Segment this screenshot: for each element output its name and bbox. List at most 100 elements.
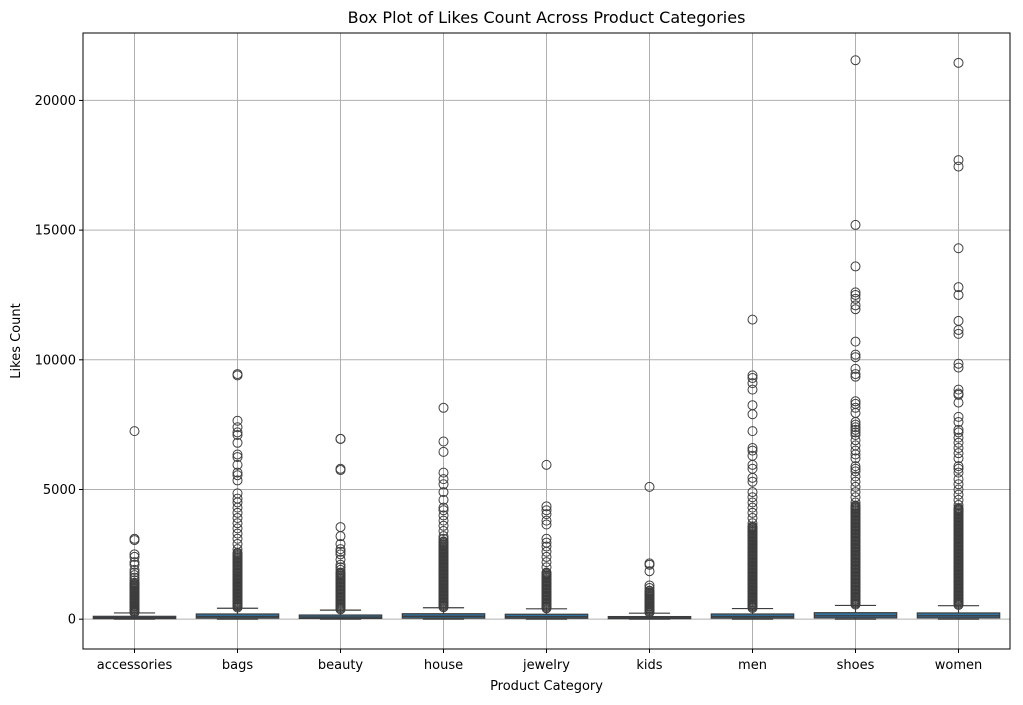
outlier-point [129,575,140,586]
outlier-point [747,442,758,453]
outlier-point [438,505,449,516]
outlier-point [129,598,140,609]
outlier-point [232,427,243,438]
outlier-point [850,449,861,460]
outlier-point [953,489,964,500]
box-house [401,402,486,620]
outlier-point [232,528,243,539]
outlier-point [953,474,964,485]
outlier-point [953,432,964,443]
outlier-point [438,467,449,478]
outlier-point [232,497,243,508]
outlier-point [850,304,861,315]
outlier-point [129,567,140,578]
outlier-point [747,523,758,534]
outlier-point [335,538,346,549]
outlier-point [438,536,449,547]
outlier-point [850,422,861,433]
outlier-point [644,590,655,601]
box-bags [195,369,280,620]
outlier-point [850,492,861,503]
outlier-point [850,369,861,380]
outlier-point [541,546,552,557]
outlier-point [335,567,346,578]
outlier-point [747,426,758,437]
outlier-point [850,287,861,298]
outlier-point [129,596,140,607]
outlier-point [438,525,449,536]
outlier-point [232,523,243,534]
outlier-point [541,562,552,573]
outlier-point [541,567,552,578]
outlier-point [953,503,964,514]
y-axis-label: Likes Count [9,303,24,378]
outlier-point [747,507,758,518]
outlier-point [335,564,346,575]
outlier-point [850,461,861,472]
outlier-point [850,435,861,446]
outlier-point [129,585,140,596]
outlier-point [644,585,655,596]
outlier-point [335,531,346,542]
outlier-point [850,424,861,435]
outlier-point [850,261,861,272]
outlier-point [129,559,140,570]
outlier-point [438,502,449,513]
outlier-point [850,417,861,428]
outlier-point [644,601,655,612]
outlier-point [850,427,861,438]
outlier-point [953,500,964,511]
outlier-point [850,352,861,363]
x-tick-label-jewelry: jewelry [522,658,570,673]
outlier-point [232,507,243,518]
x-tick-label-accessories: accessories [97,658,173,673]
outlier-point [747,459,758,470]
outlier-point [232,470,243,481]
outlier-point [953,389,964,400]
outlier-point [850,363,861,374]
outlier-point [541,519,552,530]
outlier-point [953,453,964,464]
x-tick-label-shoes: shoes [837,658,875,673]
outlier-point [850,219,861,230]
outlier-point [438,436,449,447]
outlier-point [335,544,346,555]
outlier-point [850,466,861,477]
box-kids [607,481,692,620]
outlier-point [953,384,964,395]
outlier-point [129,601,140,612]
outlier-point [953,282,964,293]
outlier-point [232,513,243,524]
outlier-point [129,557,140,568]
outlier-point [747,518,758,529]
outlier-point [953,358,964,369]
outlier-point [953,362,964,373]
y-tick-label: 20000 [35,94,76,109]
outlier-point [438,515,449,526]
outlier-point [953,442,964,453]
outlier-point [747,409,758,420]
outlier-point [644,593,655,604]
outlier-point [953,289,964,300]
y-tick-label: 15000 [35,224,76,239]
outlier-point [747,472,758,483]
outlier-point [129,549,140,560]
chart-title: Box Plot of Likes Count Across Product C… [348,8,746,27]
outlier-point [129,588,140,599]
outlier-point [850,463,861,474]
outlier-point [850,396,861,407]
outlier-point [129,426,140,437]
outlier-point [850,293,861,304]
outlier-point [129,583,140,594]
outlier-point [953,467,964,478]
outlier-point [438,446,449,457]
outlier-point [953,324,964,335]
outlier-point [541,459,552,470]
outlier-point [953,461,964,472]
outlier-point [850,453,861,464]
outlier-point [644,580,655,591]
outlier-point [850,471,861,482]
outlier-point [747,372,758,383]
outlier-point [850,500,861,511]
